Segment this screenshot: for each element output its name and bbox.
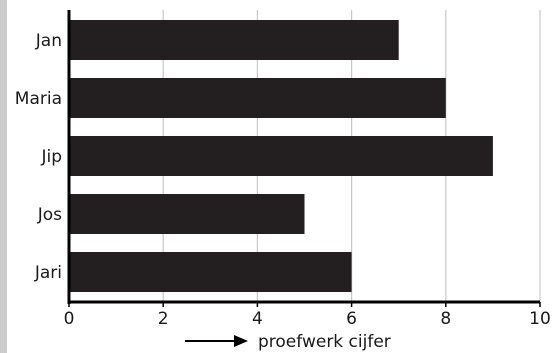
category-label-jip: Jip	[40, 147, 62, 167]
x-axis-title: proefwerk cijfer	[258, 332, 391, 352]
bars	[69, 20, 493, 292]
left-margin-stripe	[0, 0, 7, 353]
bar-maria	[69, 78, 446, 118]
x-tick-label-8: 8	[440, 309, 451, 329]
x-tick-label-0: 0	[64, 309, 75, 329]
category-label-maria: Maria	[15, 89, 62, 109]
bar-jos	[69, 194, 305, 234]
axes	[67, 10, 541, 307]
x-tick-label-10: 10	[529, 309, 551, 329]
bar-jan	[69, 20, 399, 60]
bar-jip	[69, 136, 493, 176]
x-tick-label-4: 4	[252, 309, 263, 329]
x-tick-label-2: 2	[158, 309, 169, 329]
category-label-jos: Jos	[37, 205, 62, 225]
bar-jari	[69, 252, 352, 292]
right-arrow-icon	[185, 335, 248, 347]
category-label-jan: Jan	[35, 31, 62, 51]
labels: Jan Maria Jip Jos Jari 0 2 4 6 8 10	[15, 31, 551, 329]
x-tick-label-6: 6	[346, 309, 357, 329]
category-label-jari: Jari	[34, 263, 62, 283]
